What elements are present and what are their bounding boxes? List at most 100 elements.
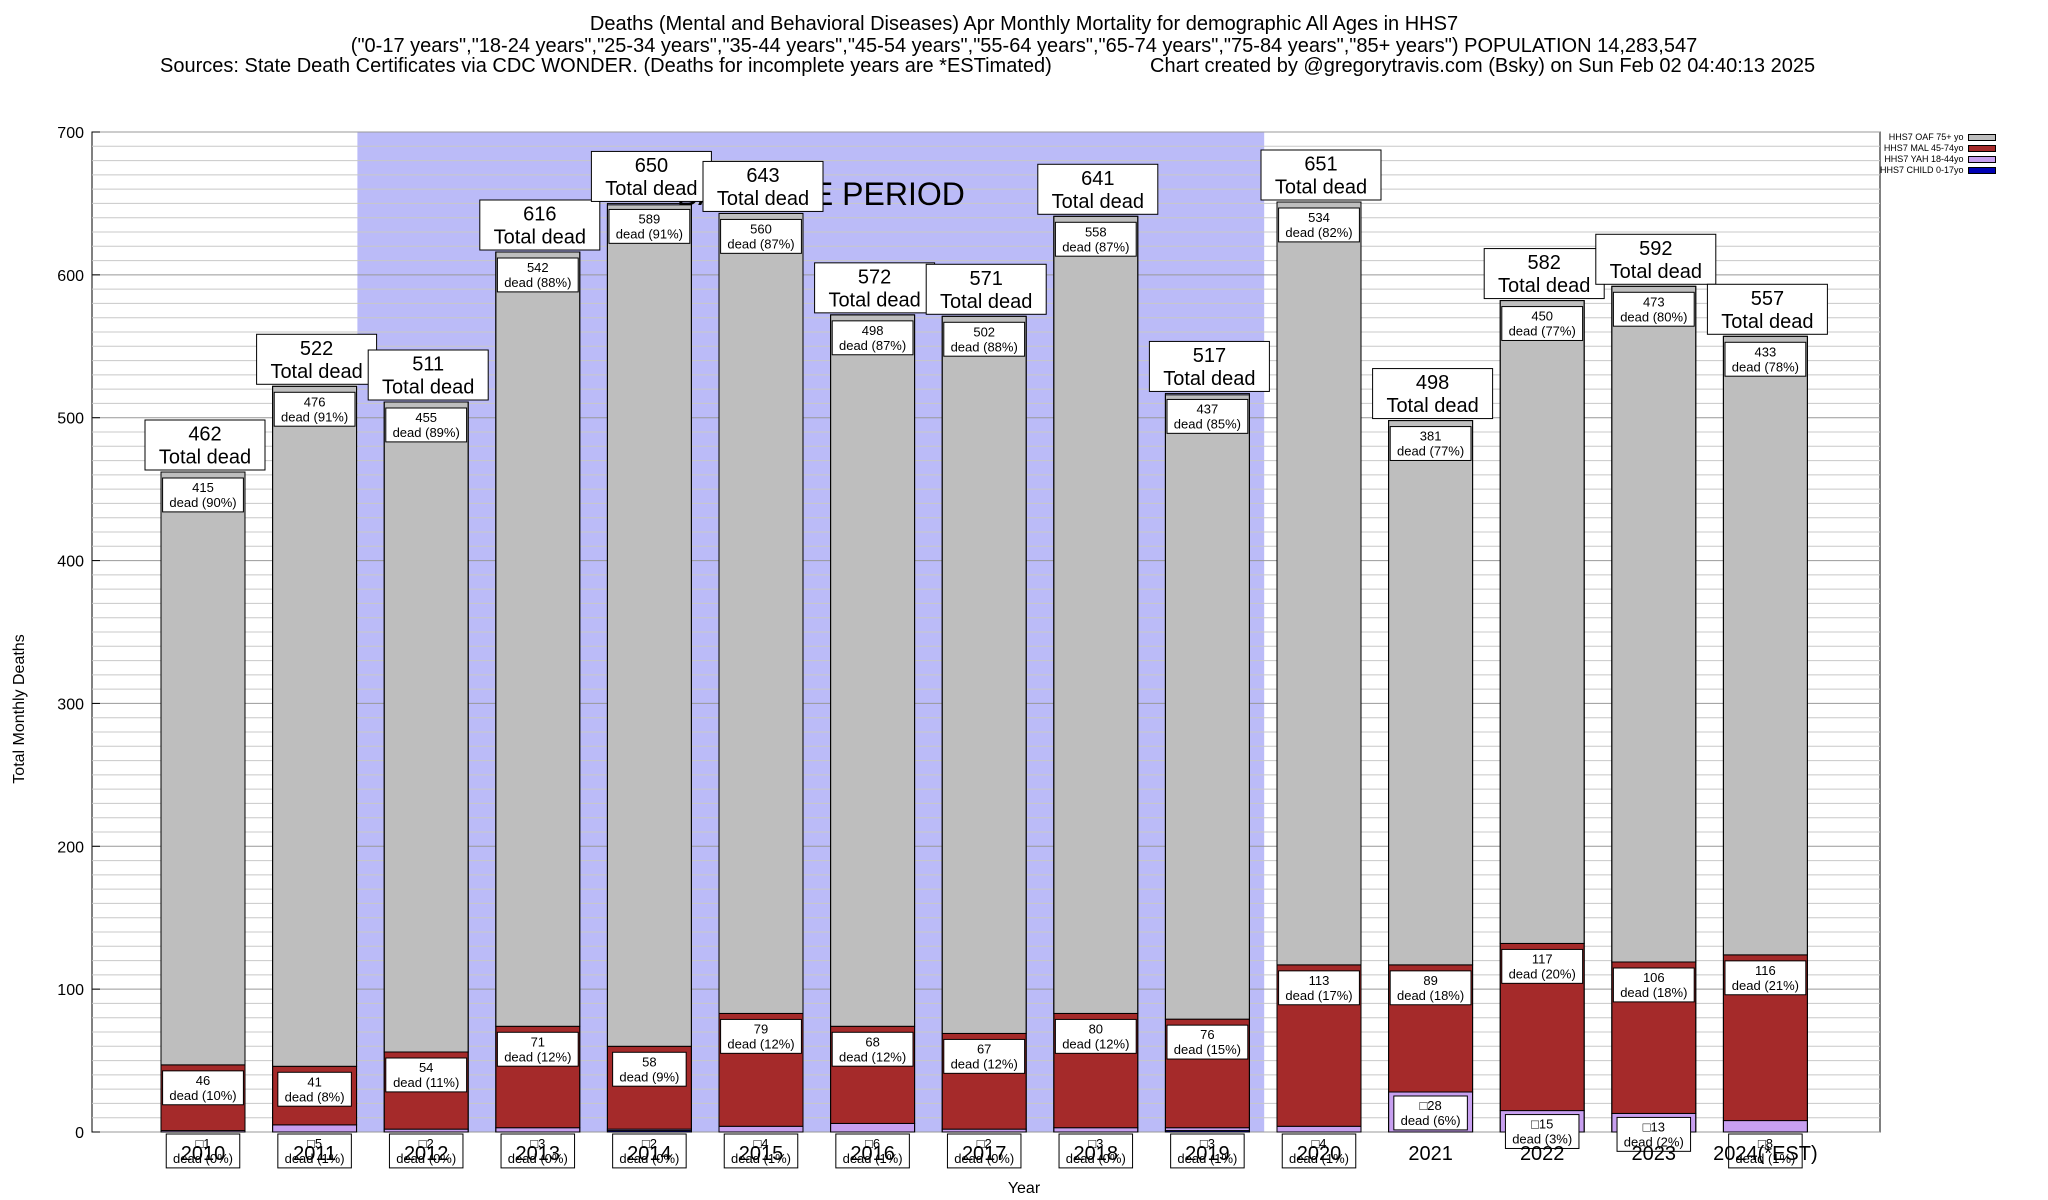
yah-value-label: dead (2%) — [1624, 1134, 1684, 1149]
yah-value-label-box — [1393, 1095, 1468, 1131]
yah-value-label-box — [835, 1133, 910, 1169]
legend-item-oaf: HHS7 OAF 75+ yo — [1880, 132, 1996, 143]
yah-value-label: dead (0%) — [1066, 1151, 1126, 1166]
total-label: 592 — [1639, 238, 1672, 260]
bar-segment-oaf — [1722, 335, 1808, 956]
total-label: 511 — [412, 354, 444, 376]
total-label: 651 — [1304, 154, 1337, 176]
mal-value-label: dead (8%) — [285, 1089, 345, 1104]
mal-value-label: dead (10%) — [169, 1088, 236, 1103]
mal-value-label: dead (18%) — [1397, 988, 1464, 1003]
x-tick-label: 2023 — [1632, 1143, 1677, 1165]
oaf-value-label: dead (82%) — [1285, 225, 1352, 240]
y-tick-label: 200 — [57, 839, 84, 856]
x-tick-label: 2010 — [181, 1143, 226, 1165]
yah-value-label: □2 — [419, 1136, 434, 1151]
oaf-value-label-box — [1389, 426, 1472, 461]
total-label-box — [1037, 163, 1159, 215]
total-label: 462 — [188, 424, 221, 446]
oaf-value-label: 589 — [639, 212, 661, 227]
mal-value-label: dead (12%) — [504, 1049, 571, 1064]
y-tick-label: 600 — [57, 268, 84, 285]
chart-subtitle: ("0-17 years","18-24 years","25-34 years… — [350, 35, 1698, 57]
bar-outline — [1722, 335, 1808, 1133]
mal-value-label: dead (12%) — [951, 1056, 1018, 1071]
yah-value-label: □8 — [1758, 1136, 1773, 1151]
x-tick-label: 2014 — [627, 1143, 672, 1165]
yah-value-label-box — [1281, 1133, 1357, 1169]
oaf-value-label-box — [1501, 306, 1584, 341]
mal-value-label: dead (12%) — [839, 1049, 906, 1064]
oaf-value-label-box — [496, 257, 579, 293]
bar-segment-oaf — [606, 204, 692, 1047]
oaf-value-label: 558 — [1085, 224, 1107, 239]
oaf-value-label-box — [608, 208, 691, 244]
x-tick-label: 2015 — [739, 1143, 784, 1165]
oaf-value-label-box — [720, 218, 802, 254]
y-tick-label: 0 — [75, 1125, 84, 1142]
bar-outline — [160, 471, 246, 1133]
legend-item-child: HHS7 CHILD 0-17yo — [1880, 165, 1996, 176]
oaf-value-label-box — [1278, 207, 1360, 243]
oaf-value-label: 476 — [304, 394, 326, 409]
yah-value-label: □2 — [642, 1136, 657, 1151]
yah-value-label: □4 — [1311, 1136, 1326, 1151]
mal-value-label: 76 — [1200, 1027, 1214, 1042]
x-tick-label: 2018 — [1074, 1143, 1119, 1165]
oaf-value-label: dead (89%) — [393, 425, 460, 440]
oaf-value-label: dead (88%) — [951, 339, 1018, 354]
yah-value-label: □5 — [307, 1136, 322, 1151]
bar-segment-yah — [718, 1125, 804, 1133]
oaf-value-label: dead (91%) — [616, 226, 683, 241]
oaf-value-label: 542 — [527, 260, 549, 275]
mal-value-label: 79 — [754, 1022, 768, 1037]
yah-value-label: dead (3%) — [1512, 1132, 1572, 1147]
x-tick-label: 2021 — [1408, 1143, 1453, 1165]
x-tick-label: 2012 — [404, 1143, 449, 1165]
oaf-value-label: dead (77%) — [1397, 444, 1464, 459]
legend-label-yah: HHS7 YAH 18-44yo — [1884, 154, 1964, 164]
mal-value-label-box — [385, 1057, 468, 1093]
yah-value-label-box — [723, 1133, 799, 1169]
oaf-value-label: 473 — [1643, 294, 1665, 309]
yah-value-label-box — [1728, 1133, 1803, 1169]
legend: HHS7 OAF 75+ yo HHS7 MAL 45-74yo HHS7 YA… — [1880, 132, 1996, 176]
bar-segment-oaf — [1499, 300, 1585, 944]
total-label: 498 — [1416, 372, 1449, 394]
yah-value-label: dead (0%) — [508, 1151, 568, 1166]
bar-segment-oaf — [495, 251, 581, 1027]
mal-value-label: dead (12%) — [1062, 1036, 1129, 1051]
mal-value-label: 116 — [1755, 963, 1776, 978]
oaf-value-label: dead (85%) — [1174, 416, 1241, 431]
oaf-value-label-box — [831, 320, 914, 356]
bar-segment-oaf — [1053, 215, 1139, 1014]
yah-value-label-box — [1616, 1116, 1692, 1152]
mal-value-label: 41 — [307, 1074, 321, 1089]
mal-value-label: 58 — [642, 1054, 656, 1069]
bar-outline — [830, 314, 916, 1133]
mal-value-label: 54 — [419, 1060, 433, 1075]
yah-value-label: dead (1%) — [1177, 1151, 1237, 1166]
y-tick-label: 400 — [57, 554, 84, 571]
oaf-value-label: 450 — [1531, 309, 1553, 324]
oaf-value-label: 433 — [1755, 344, 1777, 359]
yah-value-label-box — [612, 1133, 687, 1169]
oaf-value-label-box — [1612, 291, 1695, 327]
x-tick-label: 2024(*EST) — [1713, 1143, 1818, 1165]
total-label: 650 — [635, 155, 668, 177]
total-label: Total dead — [494, 227, 586, 249]
mal-value-label-box — [943, 1038, 1026, 1074]
mal-value-label: dead (15%) — [1174, 1042, 1241, 1057]
oaf-value-label: dead (87%) — [1062, 239, 1129, 254]
legend-swatch-yah — [1967, 156, 1996, 163]
total-label: Total dead — [1498, 275, 1590, 297]
x-tick-label: 2013 — [516, 1143, 561, 1165]
total-label-box — [1595, 233, 1717, 285]
bar-outline — [272, 385, 358, 1133]
mal-value-label: 106 — [1643, 970, 1665, 985]
mal-value-label: dead (12%) — [727, 1036, 794, 1051]
total-label-box — [1372, 368, 1494, 420]
bar-segment-oaf — [160, 471, 246, 1066]
total-label: Total dead — [605, 178, 697, 200]
total-label: Total dead — [1275, 177, 1367, 199]
